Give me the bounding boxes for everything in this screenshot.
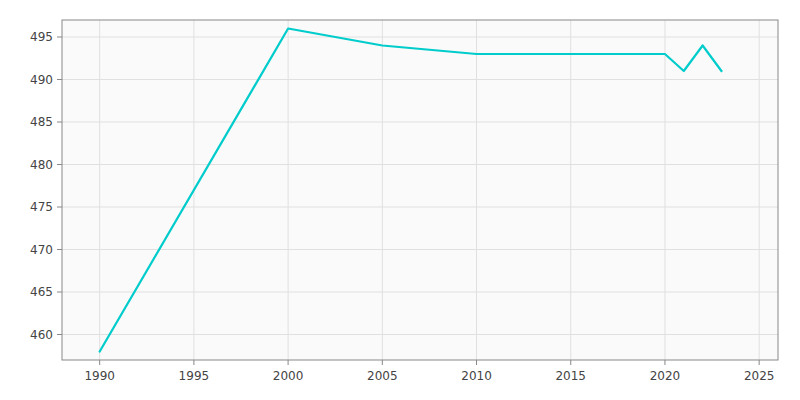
chart-svg: 1990 1995 2000 2005 2010 2015 2020 2025 460 465 47… [0,0,800,400]
x-tick [382,360,383,365]
y-tick-label: 475 [30,200,53,214]
plot-frame [62,20,778,360]
x-tick-label: 2010 [461,369,492,383]
x-grid-line [288,20,289,360]
y-tick-label: 460 [30,328,53,342]
y-tick-label: 485 [30,115,53,129]
y-tick [57,249,62,250]
x-grid-line [570,20,571,360]
x-tick [476,360,477,365]
y-tick [57,37,62,38]
x-tick-label: 2000 [273,369,304,383]
x-grid-line [759,20,760,360]
y-tick-label: 490 [30,73,53,87]
y-tick [57,79,62,80]
plot-area [100,29,722,352]
y-tick-label: 480 [30,158,53,172]
y-tick [57,122,62,123]
x-tick-label: 2015 [555,369,586,383]
x-grid-line [382,20,383,360]
y-tick [57,164,62,165]
y-tick-label: 470 [30,243,53,257]
y-grid-line [62,122,778,123]
y-grid-line [62,292,778,293]
x-tick [193,360,194,365]
x-tick-label: 2020 [650,369,681,383]
data-line [100,29,722,352]
y-grid-line [62,249,778,250]
x-tick [664,360,665,365]
x-tick-label: 1995 [179,369,210,383]
y-tick-label: 495 [30,30,53,44]
y-grid-line [62,164,778,165]
y-tick [57,292,62,293]
y-grid-line [62,79,778,80]
plot-background [62,20,778,360]
x-tick [570,360,571,365]
grid [57,20,778,365]
chart-container: 1990 1995 2000 2005 2010 2015 2020 2025 460 465 47… [0,0,800,400]
x-grid-line [99,20,100,360]
y-grid-line [62,37,778,38]
y-grid-line [62,334,778,335]
x-grid-line [476,20,477,360]
x-tick-label: 2005 [367,369,398,383]
x-tick-label: 1990 [84,369,115,383]
y-tick-label: 465 [30,285,53,299]
y-grid-line [62,207,778,208]
x-tick [288,360,289,365]
x-grid-line [664,20,665,360]
x-tick [99,360,100,365]
x-tick [759,360,760,365]
tick-labels: 1990 1995 2000 2005 2010 2015 2020 2025 460 465 47… [30,30,774,383]
x-tick-label: 2025 [744,369,775,383]
y-tick [57,334,62,335]
y-tick [57,207,62,208]
